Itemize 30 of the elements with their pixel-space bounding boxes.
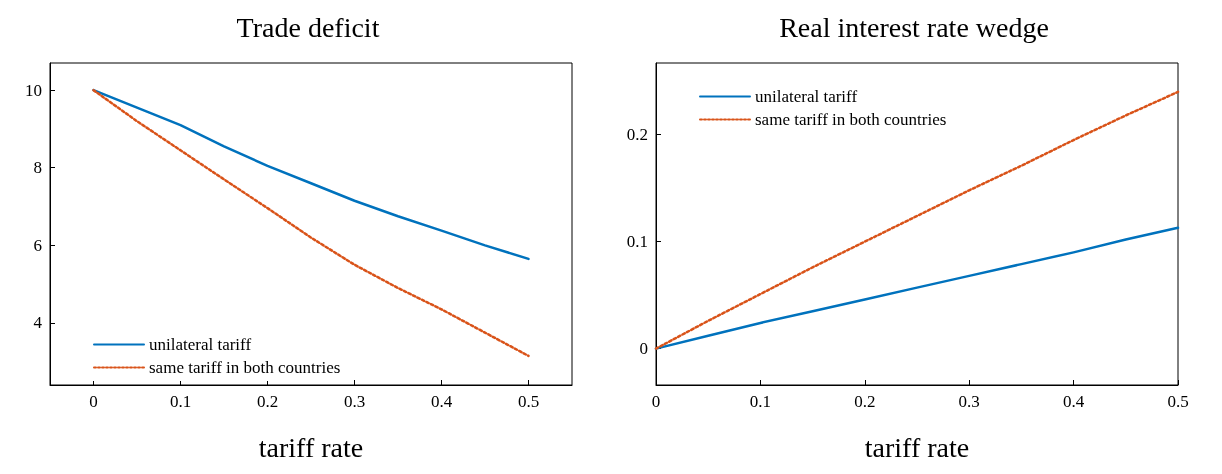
x-axis-title: tariff rate — [258, 431, 364, 463]
line-series — [654, 90, 1180, 350]
y-tick-label: 0.1 — [626, 232, 648, 252]
y-tick-label: 0 — [639, 339, 648, 359]
line-series — [92, 88, 530, 358]
legend-label: unilateral tariff — [755, 87, 858, 106]
y-tick-label: 8 — [33, 158, 42, 178]
x-tick-label: 0 — [651, 392, 661, 411]
x-tick-label: 0.5 — [517, 392, 540, 411]
x-tick-label: 0.3 — [958, 392, 980, 411]
y-tick-label: 6 — [33, 235, 42, 255]
x-tick-label: 0.5 — [1167, 392, 1189, 411]
legend-label: same tariff in both countries — [149, 358, 341, 377]
x-tick-label: 0.2 — [854, 392, 876, 411]
y-tick-label: 10 — [25, 80, 42, 100]
x-tick-label: 0.2 — [256, 392, 279, 411]
x-axis-title: tariff rate — [864, 431, 970, 463]
x-tick-label: 0.4 — [1062, 392, 1085, 411]
y-tick-label: 0.2 — [626, 125, 648, 145]
y-tick-label: 4 — [33, 313, 43, 333]
legend-label: same tariff in both countries — [755, 110, 947, 129]
x-tick-label: 0 — [89, 392, 98, 411]
x-tick-label: 0.1 — [169, 392, 192, 411]
x-tick-label: 0.4 — [430, 392, 453, 411]
chart-title: Trade deficit — [236, 11, 380, 43]
x-tick-label: 0.3 — [343, 392, 366, 411]
line-series — [654, 226, 1180, 350]
x-tick-label: 0.1 — [749, 392, 772, 411]
legend-label: unilateral tariff — [149, 335, 252, 354]
chart-title: Real interest rate wedge — [779, 11, 1049, 43]
